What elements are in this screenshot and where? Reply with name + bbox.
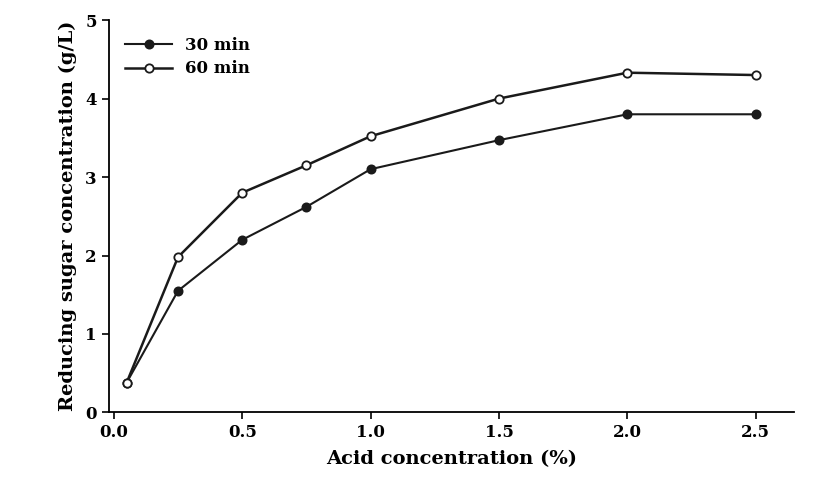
30 min xyxy=(301,204,311,210)
30 min xyxy=(121,380,131,386)
30 min xyxy=(365,166,375,172)
Y-axis label: Reducing sugar concentration (g/L): Reducing sugar concentration (g/L) xyxy=(59,21,77,411)
60 min xyxy=(622,70,632,76)
60 min xyxy=(301,162,311,169)
30 min xyxy=(494,137,504,143)
Legend: 30 min, 60 min: 30 min, 60 min xyxy=(117,29,258,86)
X-axis label: Acid concentration (%): Acid concentration (%) xyxy=(326,450,577,468)
60 min xyxy=(121,380,131,386)
30 min xyxy=(622,111,632,117)
Line: 30 min: 30 min xyxy=(123,110,760,387)
60 min xyxy=(237,190,247,196)
60 min xyxy=(494,96,504,102)
30 min xyxy=(237,237,247,243)
60 min xyxy=(365,133,375,139)
60 min xyxy=(173,254,183,260)
Line: 60 min: 60 min xyxy=(123,68,760,387)
30 min xyxy=(173,288,183,294)
60 min xyxy=(751,72,761,78)
30 min xyxy=(751,111,761,117)
